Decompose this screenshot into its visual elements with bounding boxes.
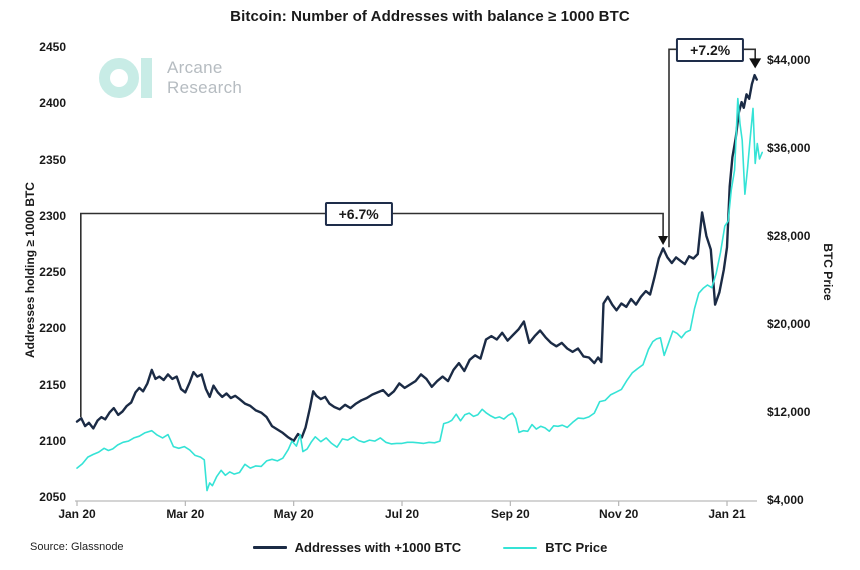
logo-line1: Arcane (167, 58, 223, 77)
y-left-tick-label: 2250 (39, 265, 66, 279)
logo-text: Arcane Research (167, 58, 242, 98)
annotation-box-6-7-percent: +6.7% (324, 201, 393, 226)
x-tick-label: May 20 (273, 507, 314, 521)
legend: Addresses with +1000 BTC BTC Price (0, 540, 860, 555)
legend-item-addresses: Addresses with +1000 BTC (252, 540, 462, 555)
x-tick-label: Sep 20 (490, 507, 530, 521)
y-left-tick-label: 2400 (39, 96, 66, 111)
btc-price-line-swatch (503, 546, 538, 549)
annotation-arrowhead-icon (749, 58, 762, 69)
y-right-tick-label: $4,000 (767, 493, 804, 507)
y-right-tick-label: $28,000 (767, 229, 811, 243)
y-left-tick-label: 2150 (39, 377, 66, 392)
annotation-arrowhead-icon (658, 236, 669, 245)
y-left-tick-label: 2450 (39, 40, 66, 54)
annotation-bracket-line (668, 48, 744, 248)
addresses-line (75, 73, 758, 442)
source-note: Source: Glassnode (30, 541, 124, 553)
y-left-tick-label: 2200 (39, 321, 66, 336)
x-tick-label: Nov 20 (598, 507, 639, 521)
btc-price-line (76, 97, 764, 492)
y-left-tick-label: 2350 (39, 152, 66, 167)
annotation-bracket-line (80, 212, 664, 418)
arcane-research-logo: Arcane Research (99, 58, 242, 99)
legend-label-btc-price: BTC Price (545, 540, 608, 555)
x-tick-label: Jan 20 (58, 507, 96, 521)
y-right-tick-label: $12,000 (767, 405, 811, 419)
y-right-tick-label: $44,000 (767, 53, 811, 67)
logo-line2: Research (167, 78, 243, 98)
annotation-box-7-2-percent: +7.2% (676, 38, 745, 63)
y-left-tick-label: 2300 (39, 208, 66, 223)
page-title: Bitcoin: Number of Addresses with balanc… (230, 8, 630, 25)
y-right-tick-label: $20,000 (767, 317, 811, 331)
legend-label-addresses: Addresses with +1000 BTC (294, 540, 462, 555)
legend-item-btc-price: BTC Price (503, 540, 607, 555)
y-left-tick-label: 2050 (39, 490, 66, 504)
x-tick-label: Jan 21 (708, 507, 746, 521)
y-left-tick-label: 2100 (39, 433, 66, 448)
annotation-bracket-line (743, 48, 757, 61)
logo-bar-icon (141, 58, 152, 99)
x-tick-label: Mar 20 (166, 507, 205, 521)
addresses-line-swatch (252, 546, 287, 549)
logo-ring-icon (99, 58, 139, 99)
x-tick-label: Jul 20 (384, 507, 420, 521)
y-right-tick-label: $36,000 (767, 141, 811, 155)
